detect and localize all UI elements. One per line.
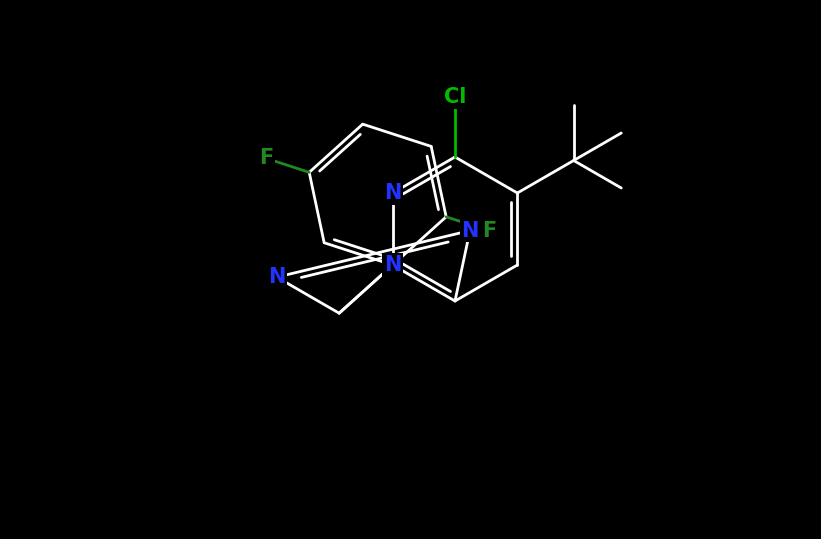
- Text: F: F: [259, 148, 273, 168]
- Text: N: N: [268, 267, 286, 287]
- Text: F: F: [482, 221, 496, 241]
- Text: N: N: [461, 220, 479, 240]
- Text: N: N: [384, 183, 401, 203]
- Text: N: N: [384, 255, 401, 275]
- Text: Cl: Cl: [444, 87, 466, 107]
